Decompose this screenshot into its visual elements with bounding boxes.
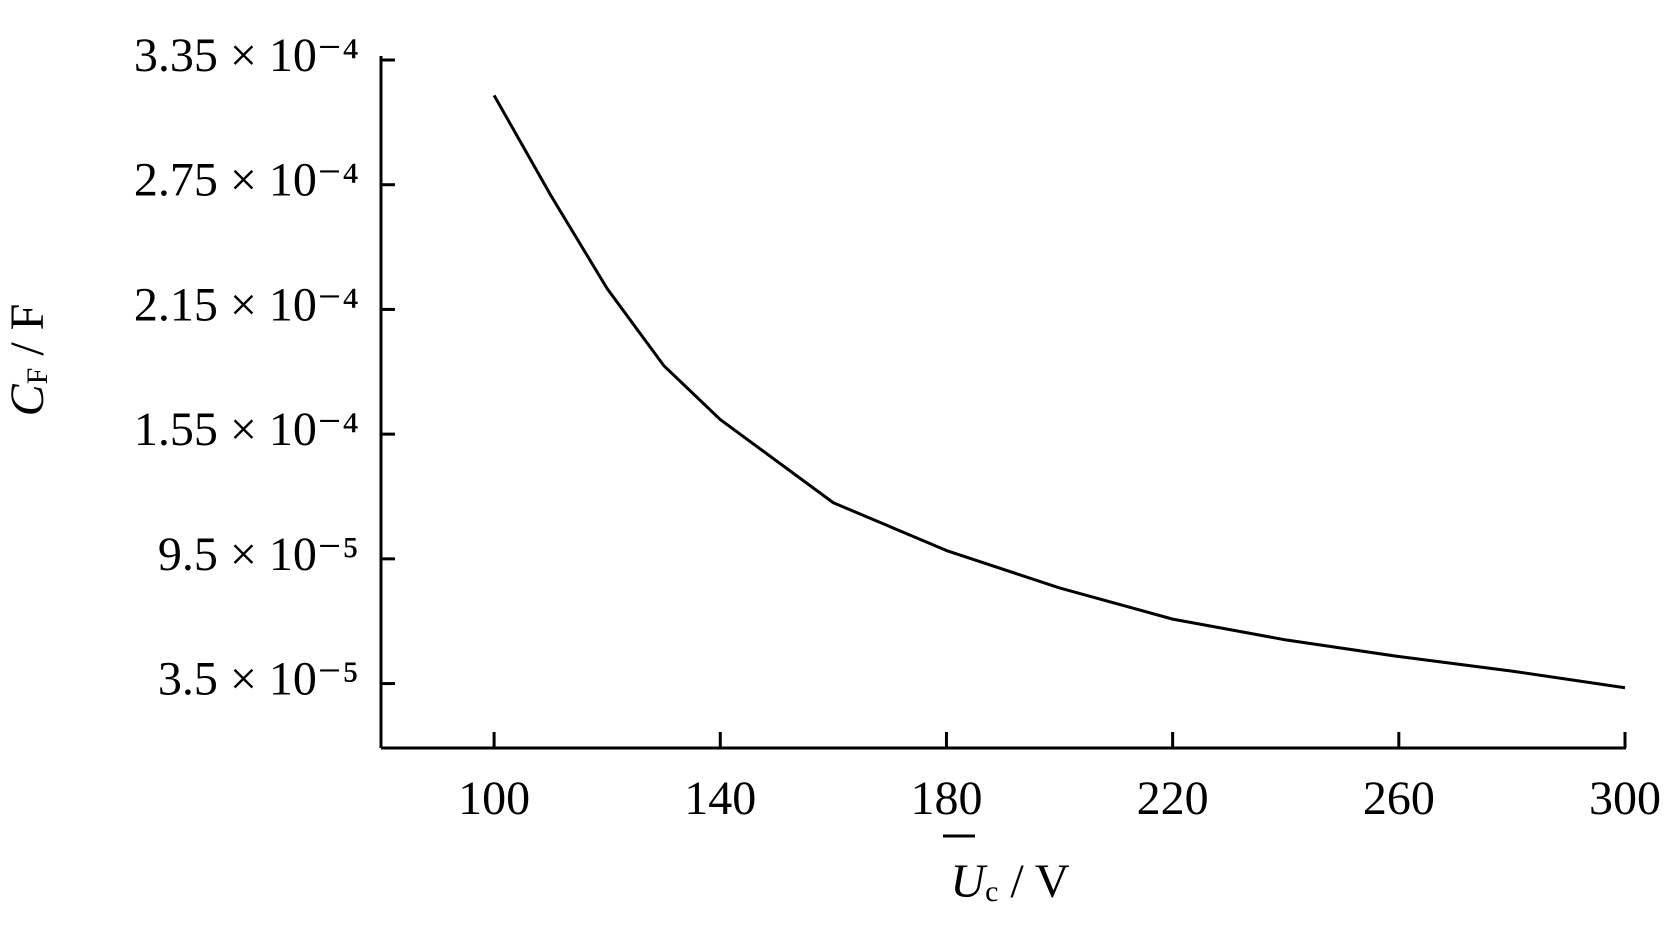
x-label-subscript: c <box>985 875 998 908</box>
y-tick-label: 9.5 × 10⁻⁵ <box>158 528 359 581</box>
x-tick-label: 100 <box>458 772 530 825</box>
x-tick-label: 300 <box>1589 772 1661 825</box>
y-label-symbol: C <box>1 383 54 416</box>
x-tick-label: 220 <box>1137 772 1209 825</box>
x-tick-label: 140 <box>684 772 756 825</box>
x-tick-label: 180 <box>910 772 982 825</box>
x-axis-label: Uc / V <box>950 855 1069 908</box>
y-label-unit: / F <box>1 304 54 356</box>
y-tick-label: 3.35 × 10⁻⁴ <box>134 29 359 82</box>
x-label-unit: / V <box>1010 855 1069 908</box>
x-label-symbol: U <box>950 855 988 908</box>
y-tick-label: 3.5 × 10⁻⁵ <box>158 653 359 706</box>
y-tick-label: 2.75 × 10⁻⁴ <box>134 154 359 207</box>
y-tick-label: 1.55 × 10⁻⁴ <box>134 403 359 456</box>
y-label-subscript: F <box>21 368 54 385</box>
line-series <box>492 94 1626 690</box>
y-axis-label: CF / F <box>1 304 54 417</box>
y-tick-label: 2.15 × 10⁻⁴ <box>134 278 359 331</box>
x-tick-label: 260 <box>1363 772 1435 825</box>
